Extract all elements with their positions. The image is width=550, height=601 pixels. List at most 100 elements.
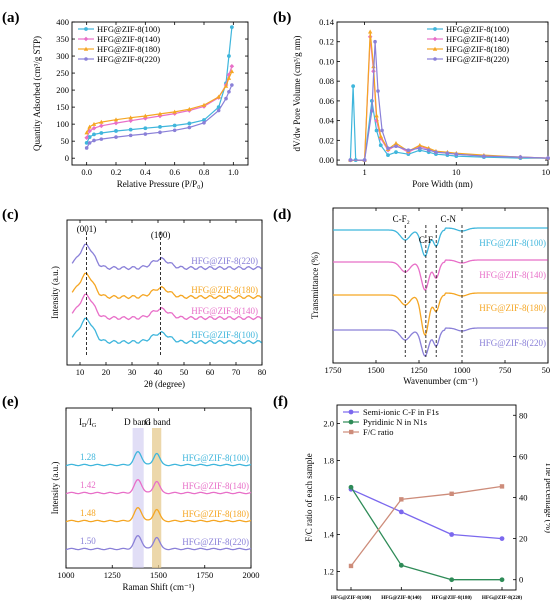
y-tick-label: 1.8 <box>323 456 334 466</box>
data-point <box>229 25 234 30</box>
legend-label: HFG@ZIF-8(100) <box>446 24 509 34</box>
series-e-2: 1.48 HFG@ZIF-8(180) <box>65 507 252 523</box>
y-tick-label: 1.6 <box>323 493 334 503</box>
panel-label: (e) <box>2 394 19 410</box>
data-point <box>91 125 97 131</box>
legend-label: HFG@ZIF-8(140) <box>446 34 509 44</box>
data-point <box>348 563 354 569</box>
x-tick-label: 1250 <box>411 365 428 375</box>
data-point <box>380 128 384 133</box>
series-f-1 <box>348 484 505 583</box>
y-tick-label: 200 <box>56 85 69 95</box>
series-f-2 <box>348 484 505 569</box>
x-tick-label: 1 <box>362 167 366 177</box>
series-line <box>71 243 262 271</box>
peak-label: C-F <box>419 235 433 245</box>
data-point <box>99 131 104 135</box>
series-line <box>350 485 503 567</box>
x-tick-label: 70 <box>232 367 241 377</box>
data-point <box>378 134 383 139</box>
series-line <box>350 486 502 581</box>
data-point <box>398 509 404 515</box>
y-tick-label: 0.08 <box>319 76 334 86</box>
plot-frame <box>332 207 549 364</box>
data-point <box>445 151 450 155</box>
data-point <box>373 39 377 44</box>
y-tick-label: 100 <box>56 119 69 129</box>
data-point <box>449 532 455 537</box>
x-tick-label: HFG@ZIF-8(180) <box>432 594 473 601</box>
data-point <box>362 158 367 162</box>
data-point <box>172 123 177 128</box>
x-axis-label: Raman Shift (cm⁻¹) <box>123 582 195 592</box>
data-point <box>83 36 89 42</box>
d-band-label: D band <box>124 417 151 427</box>
y-axis-label: Transmittance (%) <box>310 252 320 319</box>
data-point <box>99 137 104 141</box>
data-point <box>518 155 523 159</box>
x-tick-label: 1250 <box>104 570 121 580</box>
data-point <box>393 141 399 146</box>
x-tick-label: 60 <box>206 367 215 377</box>
y-tick-label: 0.14 <box>319 17 335 27</box>
data-point <box>128 118 133 124</box>
data-point <box>201 102 207 107</box>
x-tick-label: 0.4 <box>140 167 151 177</box>
data-point <box>224 96 228 101</box>
series-label: HFG@ZIF-8(100) <box>191 330 258 340</box>
x-tick-label: 0.2 <box>111 167 122 177</box>
data-point <box>84 130 89 135</box>
data-point <box>91 121 97 126</box>
series-label: HFG@ZIF-8(180) <box>191 285 258 295</box>
series-label: HFG@ZIF-8(100) <box>182 453 249 463</box>
data-point <box>399 497 404 502</box>
data-point <box>499 536 505 542</box>
legend-label: HFG@ZIF-8(180) <box>446 44 509 54</box>
data-point <box>216 94 221 99</box>
peak-label: (100) <box>151 230 171 240</box>
data-point <box>87 141 92 145</box>
x-tick-label: 1.0 <box>228 167 239 177</box>
series-line <box>86 71 233 133</box>
series-d-3: HFG@ZIF-8(220) <box>333 327 548 357</box>
data-point <box>128 115 133 120</box>
data-point <box>113 117 119 122</box>
panel-label: (f) <box>273 394 288 410</box>
data-point <box>370 108 374 113</box>
x-tick-label: HFG@ZIF-8(140) <box>381 594 422 601</box>
data-point <box>172 109 177 114</box>
data-point <box>378 143 383 148</box>
data-point <box>87 128 92 134</box>
data-point <box>83 46 89 51</box>
y-tick-label: 150 <box>56 102 69 112</box>
series-label: HFG@ZIF-8(140) <box>479 270 546 280</box>
series-line <box>349 85 548 161</box>
legend-marker <box>349 429 354 435</box>
legend-label: HFG@ZIF-8(220) <box>446 54 509 64</box>
series-label: HFG@ZIF-8(140) <box>191 306 258 316</box>
series-a-3 <box>84 83 234 150</box>
y-tick-label: 2.0 <box>323 419 334 429</box>
series-line <box>333 259 548 291</box>
data-point <box>398 562 404 568</box>
data-point <box>202 120 206 125</box>
series-b-3 <box>348 39 550 162</box>
data-point <box>143 132 148 136</box>
y-tick-label: 0.04 <box>319 116 335 126</box>
y-tick-label: 350 <box>56 34 69 44</box>
x-tick-label: 1750 <box>325 365 342 375</box>
data-point <box>386 153 390 158</box>
y-tick-label: 50 <box>61 136 70 146</box>
y2-tick-label: 20 <box>519 534 528 544</box>
data-point <box>376 89 380 93</box>
series-e-0: 1.28 HFG@ZIF-8(100) <box>65 451 252 467</box>
x-axis-label: Wavenumber (cm⁻¹) <box>403 376 477 386</box>
data-point <box>143 113 148 118</box>
panel-d: 1750 1500 1250 1000 750 500 HFG@ZIF-8(100) HFG@… <box>310 207 550 386</box>
series-label: HFG@ZIF-8(220) <box>182 537 249 547</box>
data-point <box>187 106 192 111</box>
id-ig-value: 1.50 <box>80 536 96 546</box>
x-tick-label: 1000 <box>454 365 471 375</box>
data-point <box>348 158 353 162</box>
